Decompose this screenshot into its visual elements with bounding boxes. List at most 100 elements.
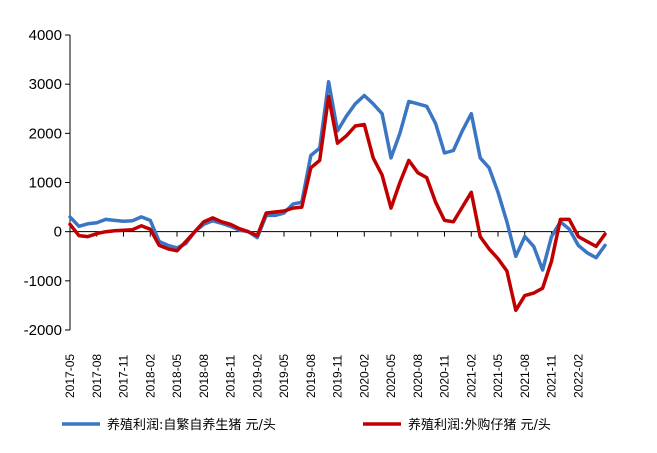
- data-point: [587, 241, 588, 242]
- data-point: [70, 216, 71, 217]
- y-tick-label: 2000: [29, 125, 62, 142]
- data-point: [471, 113, 472, 114]
- data-point: [399, 133, 400, 134]
- data-point: [524, 236, 525, 237]
- data-point: [114, 230, 115, 231]
- y-tick-label: -2000: [24, 322, 62, 339]
- data-point: [498, 258, 499, 259]
- x-tick-label: 2020-02: [357, 354, 371, 398]
- data-point: [364, 124, 365, 125]
- data-point: [417, 172, 418, 173]
- data-point: [578, 245, 579, 246]
- x-tick-label: 2021-11: [545, 355, 559, 398]
- data-point: [489, 167, 490, 168]
- x-tick-label: 2017-11: [117, 355, 131, 398]
- data-point: [391, 208, 392, 209]
- data-point: [578, 236, 579, 237]
- data-point: [70, 224, 71, 225]
- x-tick-label: 2019-02: [250, 354, 264, 398]
- data-point: [248, 231, 249, 232]
- y-tick-label: -1000: [24, 273, 62, 290]
- data-point: [515, 256, 516, 257]
- legend-item: 养殖利润:外购仔猪 元/头: [363, 417, 551, 433]
- data-point: [105, 231, 106, 232]
- data-point: [506, 221, 507, 222]
- data-point: [560, 219, 561, 220]
- data-point: [462, 130, 463, 131]
- data-point: [480, 157, 481, 158]
- data-point: [382, 175, 383, 176]
- data-point: [141, 216, 142, 217]
- x-axis: 2017-05 2017-08 2017-11 2018-02 2018-05 2018-…: [63, 231, 606, 398]
- data-point: [444, 220, 445, 221]
- data-point: [364, 95, 365, 96]
- legend-label: 养殖利润:自繁自养生猪 元/头: [107, 417, 276, 433]
- data-point: [471, 192, 472, 193]
- x-tick-label: 2017-05: [63, 354, 77, 398]
- data-point: [605, 245, 606, 246]
- data-point: [87, 223, 88, 224]
- data-point: [284, 211, 285, 212]
- data-point: [212, 217, 213, 218]
- data-point: [275, 215, 276, 216]
- series-1: [68, 94, 607, 313]
- data-point: [78, 226, 79, 227]
- data-point: [105, 219, 106, 220]
- data-point: [515, 310, 516, 311]
- data-point: [310, 167, 311, 168]
- data-point: [399, 182, 400, 183]
- data-point: [355, 125, 356, 126]
- data-point: [141, 225, 142, 226]
- data-point: [301, 207, 302, 208]
- data-point: [177, 250, 178, 251]
- data-point: [408, 101, 409, 102]
- data-point: [96, 222, 97, 223]
- legend-label: 养殖利润:外购仔猪 元/头: [408, 417, 551, 433]
- data-point: [310, 155, 311, 156]
- y-tick-label: 3000: [29, 76, 62, 93]
- data-point: [596, 257, 597, 258]
- y-axis: 4000 3000 2000 1000 0 -1000 -2000: [24, 27, 71, 339]
- x-tick-label: 2019-08: [304, 354, 318, 398]
- x-tick-label: 2020-11: [438, 355, 452, 398]
- data-point: [444, 153, 445, 154]
- x-tick-label: 2018-08: [197, 354, 211, 398]
- data-point: [355, 103, 356, 104]
- data-point: [328, 96, 329, 97]
- data-point: [453, 150, 454, 151]
- data-point: [346, 135, 347, 136]
- x-tick-label: 2019-11: [331, 355, 345, 398]
- x-tick-label: 2017-08: [90, 354, 104, 398]
- x-tick-label: 2018-02: [143, 354, 157, 398]
- data-point: [506, 271, 507, 272]
- legend-item: 养殖利润:自繁自养生猪 元/头: [62, 417, 276, 433]
- data-point: [480, 236, 481, 237]
- data-point: [453, 221, 454, 222]
- data-point: [292, 204, 293, 205]
- data-point: [462, 207, 463, 208]
- y-tick-label: 1000: [29, 175, 62, 192]
- y-tick-label: 4000: [29, 27, 62, 44]
- data-point: [569, 219, 570, 220]
- data-point: [542, 270, 543, 271]
- y-tick-label: 0: [54, 224, 62, 241]
- series-line: [68, 79, 607, 272]
- data-point: [132, 220, 133, 221]
- data-point: [132, 229, 133, 230]
- series-layer: [68, 79, 607, 313]
- data-point: [194, 231, 195, 232]
- data-point: [435, 123, 436, 124]
- x-tick-label: 2018-11: [224, 355, 238, 398]
- data-point: [435, 202, 436, 203]
- data-point: [524, 295, 525, 296]
- data-point: [596, 246, 597, 247]
- data-point: [328, 81, 329, 82]
- data-point: [551, 261, 552, 262]
- data-point: [266, 212, 267, 213]
- data-point: [605, 234, 606, 235]
- x-tick-label: 2021-08: [518, 354, 532, 398]
- data-point: [551, 236, 552, 237]
- data-point: [212, 220, 213, 221]
- x-tick-label: 2021-05: [491, 354, 505, 398]
